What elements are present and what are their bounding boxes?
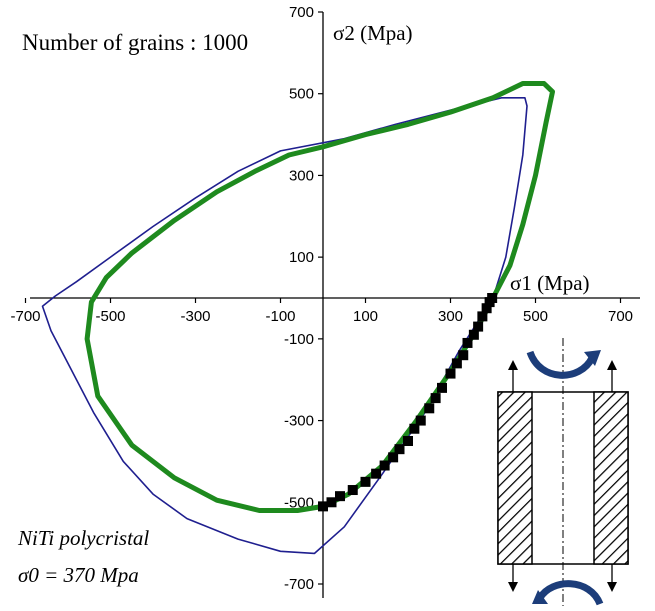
y-tick-label: 700 — [289, 4, 314, 21]
data-marker — [473, 321, 484, 332]
y-tick-label: -300 — [284, 413, 314, 430]
data-marker — [437, 382, 447, 393]
arrowhead — [508, 582, 518, 592]
tube-wall-left — [497, 391, 533, 565]
arrowhead — [607, 360, 617, 370]
data-marker — [458, 350, 469, 361]
y-tick-label: 500 — [289, 86, 314, 103]
data-marker — [477, 311, 488, 322]
x-tick-label: 500 — [523, 308, 548, 325]
x-tick-label: 700 — [608, 308, 633, 325]
data-marker — [371, 468, 382, 479]
axes — [30, 12, 640, 598]
torsion-arrow-bottom-icon — [537, 580, 604, 606]
x-tick-label: -500 — [95, 308, 125, 325]
data-marker — [335, 491, 345, 502]
x-axis-label: σ1 (Mpa) — [510, 271, 590, 295]
data-marker — [430, 393, 441, 404]
data-marker — [462, 337, 473, 348]
material-note-line1: NiTi polycristal — [17, 526, 149, 550]
data-marker — [451, 358, 462, 369]
tube-under-tension-and-torsion-icon — [497, 338, 629, 606]
data-marker — [403, 436, 413, 446]
y-tick-label: 100 — [289, 249, 314, 266]
arrowhead — [607, 582, 617, 592]
series-line-green — [84, 81, 555, 513]
data-marker — [388, 452, 399, 463]
data-marker — [318, 501, 328, 512]
y-tick-label: -100 — [284, 331, 314, 348]
series-line-blue — [41, 97, 528, 555]
data-marker — [481, 303, 492, 314]
tube-wall-right — [593, 391, 629, 565]
data-marker — [326, 497, 337, 508]
tick-labels: -700 -500 -300 -100 100 300 500 700-700-500-300… — [10, 4, 633, 593]
data-marker — [415, 415, 426, 426]
data-marker — [394, 444, 405, 455]
x-tick-label: -100 — [265, 308, 295, 325]
y-axis-label: σ2 (Mpa) — [333, 21, 413, 45]
x-tick-label: 100 — [353, 308, 378, 325]
data-marker — [379, 460, 390, 471]
x-tick-label: -300 — [180, 308, 210, 325]
x-tick-label: 300 — [438, 308, 463, 325]
torsion-arrow-top-icon — [526, 350, 596, 379]
data-marker — [360, 476, 371, 487]
data-marker — [445, 368, 456, 379]
arrowhead — [532, 590, 548, 604]
arrowhead — [508, 360, 518, 370]
data-marker — [347, 485, 358, 496]
material-note-line2: σ0 = 370 Mpa — [18, 563, 139, 587]
data-marker — [487, 293, 498, 303]
arrowhead — [584, 350, 601, 366]
data-marker — [468, 329, 479, 340]
y-tick-label: 300 — [289, 167, 314, 184]
y-tick-label: -700 — [284, 576, 314, 593]
grains-annotation: Number of grains : 1000 — [22, 30, 248, 55]
x-tick-label: -700 — [10, 308, 40, 325]
data-marker — [409, 423, 420, 434]
plot-area — [41, 81, 555, 555]
data-marker — [424, 403, 435, 414]
